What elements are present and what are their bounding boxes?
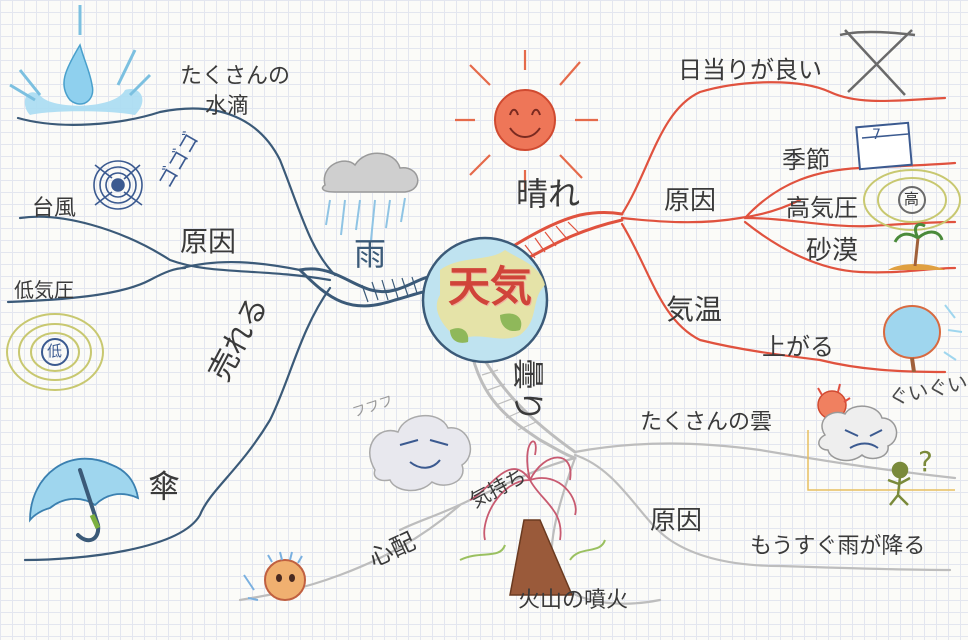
sunshine-label: 日当りが良い xyxy=(678,56,822,84)
about-to-rain-label: もうすぐ雨が降る xyxy=(750,534,926,559)
question-mark: ? xyxy=(918,445,933,478)
temperature-label: 気温 xyxy=(666,293,723,326)
many-clouds-label: たくさんの雲 xyxy=(640,410,773,435)
sleepy-cloud-icon xyxy=(369,414,472,492)
rain-cloud-icon xyxy=(321,152,419,241)
worried-face-icon xyxy=(243,551,306,601)
high-pressure-symbol: 高 xyxy=(904,190,920,208)
rises-label: 上がる xyxy=(762,333,834,361)
cloudy-cause-label: 原因 xyxy=(650,506,703,536)
sunny-cause-label: 原因 xyxy=(664,186,717,216)
rain-droplets-label: たくさんの xyxy=(180,64,291,89)
desert-label: 砂漠 xyxy=(806,236,859,266)
sun-icon xyxy=(455,50,598,190)
palm-tree-icon xyxy=(888,223,945,270)
crossed-box-icon xyxy=(839,29,916,96)
raindrop-splash-icon xyxy=(9,5,152,115)
volcano-icon xyxy=(459,440,606,596)
low-pressure-symbol: 低 xyxy=(47,342,63,360)
uchiwa-fan-icon xyxy=(883,304,963,373)
cloudy-branches xyxy=(238,343,957,605)
rain-label: 雨 xyxy=(354,235,387,273)
sunny-label: 晴れ xyxy=(516,175,581,213)
high-pressure-icon xyxy=(863,169,961,231)
typhoon-label: 台風 xyxy=(32,196,77,221)
earth-globe-icon xyxy=(421,236,549,364)
typhoon-icon xyxy=(93,160,143,210)
volcano-label: 火山の噴火 xyxy=(518,588,629,613)
angry-cloud-icon xyxy=(807,383,955,491)
high-pressure-label: 高気圧 xyxy=(786,194,858,222)
calendar-icon xyxy=(855,121,913,171)
trunk-hatching xyxy=(361,221,581,431)
calendar-number: 7 xyxy=(872,127,881,143)
season-label: 季節 xyxy=(782,146,830,174)
center-title: 天気 xyxy=(447,262,532,311)
umbrella-label: 傘 xyxy=(148,467,181,505)
low-pressure-icon xyxy=(6,313,104,391)
cloudy-label: 曇り xyxy=(509,358,547,423)
low-pressure-label: 低気圧 xyxy=(14,278,74,302)
stick-figure-icon xyxy=(887,461,911,506)
rain-cause-label: 原因 xyxy=(180,225,237,258)
umbrella-icon xyxy=(29,457,140,543)
rain-droplets-label-2: 水滴 xyxy=(205,94,250,119)
rain-branches xyxy=(6,107,434,562)
